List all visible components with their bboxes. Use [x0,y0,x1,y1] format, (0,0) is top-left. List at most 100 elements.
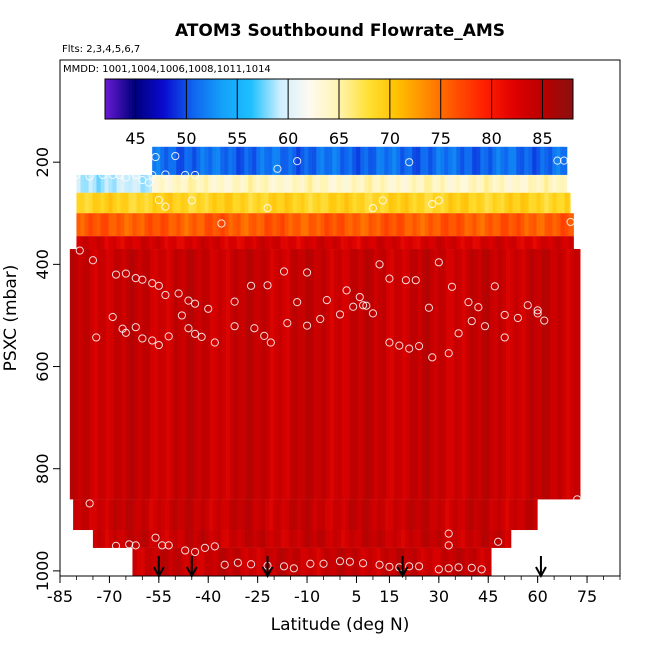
heatmap-cell [225,249,231,500]
heatmap-cell [272,146,277,175]
heatmap-cell [164,213,169,237]
colorbar-tick-label: 65 [329,129,349,148]
heatmap-cell [448,547,453,576]
heatmap-cell [452,236,457,250]
heatmap-cell [144,236,149,250]
heatmap-cell [316,547,321,576]
heatmap-cell [416,174,421,193]
heatmap-cell [440,213,445,237]
heatmap-cell [77,499,82,531]
heatmap-cell [248,174,253,193]
heatmap-cell [228,530,234,548]
heatmap-cell [280,146,285,175]
sample-point [111,270,121,279]
sample-point [190,170,200,180]
heatmap-cell [476,236,481,250]
heatmap-cell [441,499,446,531]
heatmap-cell [548,146,553,175]
heatmap-cell [369,499,374,531]
heatmap-cell [285,499,290,531]
heatmap-cell [93,249,99,500]
heatmap-cell [212,192,217,214]
sample-point [121,173,130,182]
heatmap-cell [388,236,393,250]
heatmap-cell [148,547,153,576]
heatmap-cell [384,213,389,237]
heatmap-cell [296,236,301,250]
sample-point [500,310,509,320]
heatmap-cell [380,192,385,214]
heatmap-cell [488,236,493,250]
sample-point [187,196,196,205]
heatmap-cell [468,146,473,175]
heatmap-cell [512,213,517,237]
heatmap-cell [480,530,486,548]
heatmap-cell [424,146,429,175]
heatmap-cell [156,174,161,193]
heatmap-cell [353,499,358,531]
heatmap-cell [460,530,466,548]
heatmap-cell [361,249,367,500]
heatmap-cell [216,146,221,175]
sample-point [230,297,239,306]
heatmap-cell [256,530,262,548]
heatmap-cell [208,547,213,576]
heatmap-cell [184,530,190,548]
heatmap-cell [288,146,293,175]
heatmap-cell [468,547,473,576]
heatmap-cell [137,249,143,500]
heatmap-cell [464,236,469,250]
heatmap-cell [261,249,267,500]
heatmap-cell [284,192,289,214]
heatmap-cell [416,530,422,548]
heatmap-cell [344,174,349,193]
heatmap-cell [404,236,409,250]
heatmap-cell [364,146,369,175]
heatmap-cell [445,249,451,500]
sample-point [184,296,193,305]
heatmap-cell [152,174,157,193]
heatmap-cell [569,249,575,500]
heatmap-cell [144,192,149,214]
heatmap-cell [233,499,238,531]
heatmap-cell [228,547,233,576]
heatmap-cell [412,146,417,175]
heatmap-cell [264,213,269,237]
heatmap-cell [440,174,445,193]
heatmap-cell [392,236,397,250]
heatmap-cell [524,236,529,250]
heatmap-cell [436,213,441,237]
heatmap-cell [440,530,446,548]
heatmap-cell [552,236,557,250]
heatmap-cell [416,236,421,250]
heatmap-cell [329,499,334,531]
heatmap-cell [252,192,257,214]
heatmap-cell [320,192,325,214]
heatmap-cell [221,499,226,531]
heatmap-cell [84,213,89,237]
heatmap-cell [280,530,286,548]
heatmap-cell [152,547,157,576]
heatmap-cell [417,499,422,531]
heatmap-cell [332,192,337,214]
heatmap-cell [441,249,447,500]
heatmap-cell [472,213,477,237]
heatmap-cell [488,146,493,175]
heatmap-cell [92,530,98,548]
heatmap-cell [177,249,183,500]
heatmap-cell [80,236,85,250]
heatmap-cell [340,530,346,548]
sample-point [358,301,368,310]
heatmap-cell [296,213,301,237]
heatmap-cell [560,213,565,237]
flights-label: Flts: 2,3,4,5,6,7 [62,44,140,55]
heatmap-cell [512,174,517,193]
heatmap-cell [460,236,465,250]
heatmap-cell [432,236,437,250]
heatmap-cell [148,236,153,250]
heatmap-cell [140,547,145,576]
heatmap-cell [340,146,345,175]
heatmap-cell [240,213,245,237]
heatmap-cell [424,547,429,576]
heatmap-cell [140,236,145,250]
